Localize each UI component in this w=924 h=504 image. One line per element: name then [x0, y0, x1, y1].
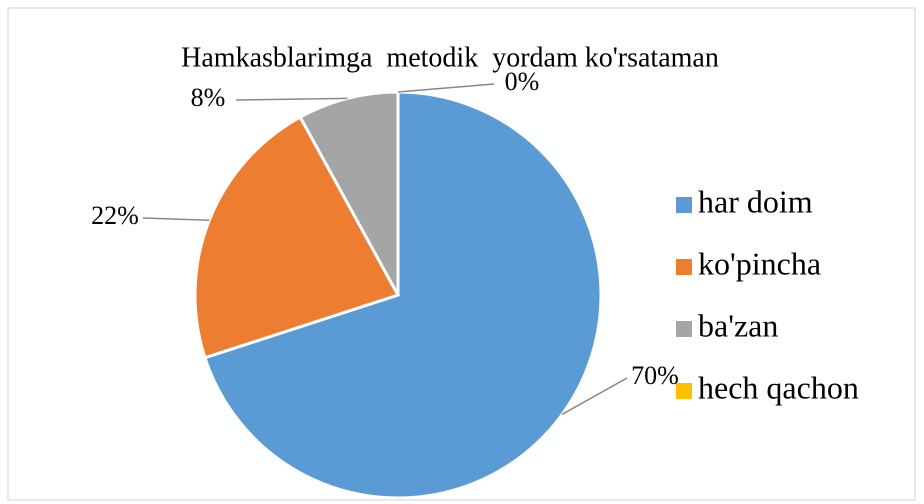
leader-line	[397, 83, 495, 93]
legend-swatch	[676, 321, 692, 337]
data-label: 0%	[505, 67, 540, 96]
legend-label: hech qachon	[698, 369, 859, 405]
chart-title: Hamkasblarimga metodik yordam ko'rsatama…	[181, 42, 719, 73]
data-label: 70%	[631, 361, 679, 390]
leader-line	[235, 97, 348, 101]
leader-line	[561, 377, 628, 415]
legend-label: har doim	[698, 183, 813, 219]
legend-swatch	[676, 259, 692, 275]
pie-slice	[298, 90, 400, 296]
data-label: 8%	[191, 83, 226, 112]
legend-swatch	[676, 197, 692, 213]
legend-label: ba'zan	[698, 307, 778, 343]
pie-slice	[193, 115, 401, 360]
legend-swatch	[676, 383, 692, 399]
data-label: 22%	[91, 201, 139, 230]
legend-label: ko'pincha	[698, 245, 821, 281]
leader-line	[142, 217, 210, 222]
